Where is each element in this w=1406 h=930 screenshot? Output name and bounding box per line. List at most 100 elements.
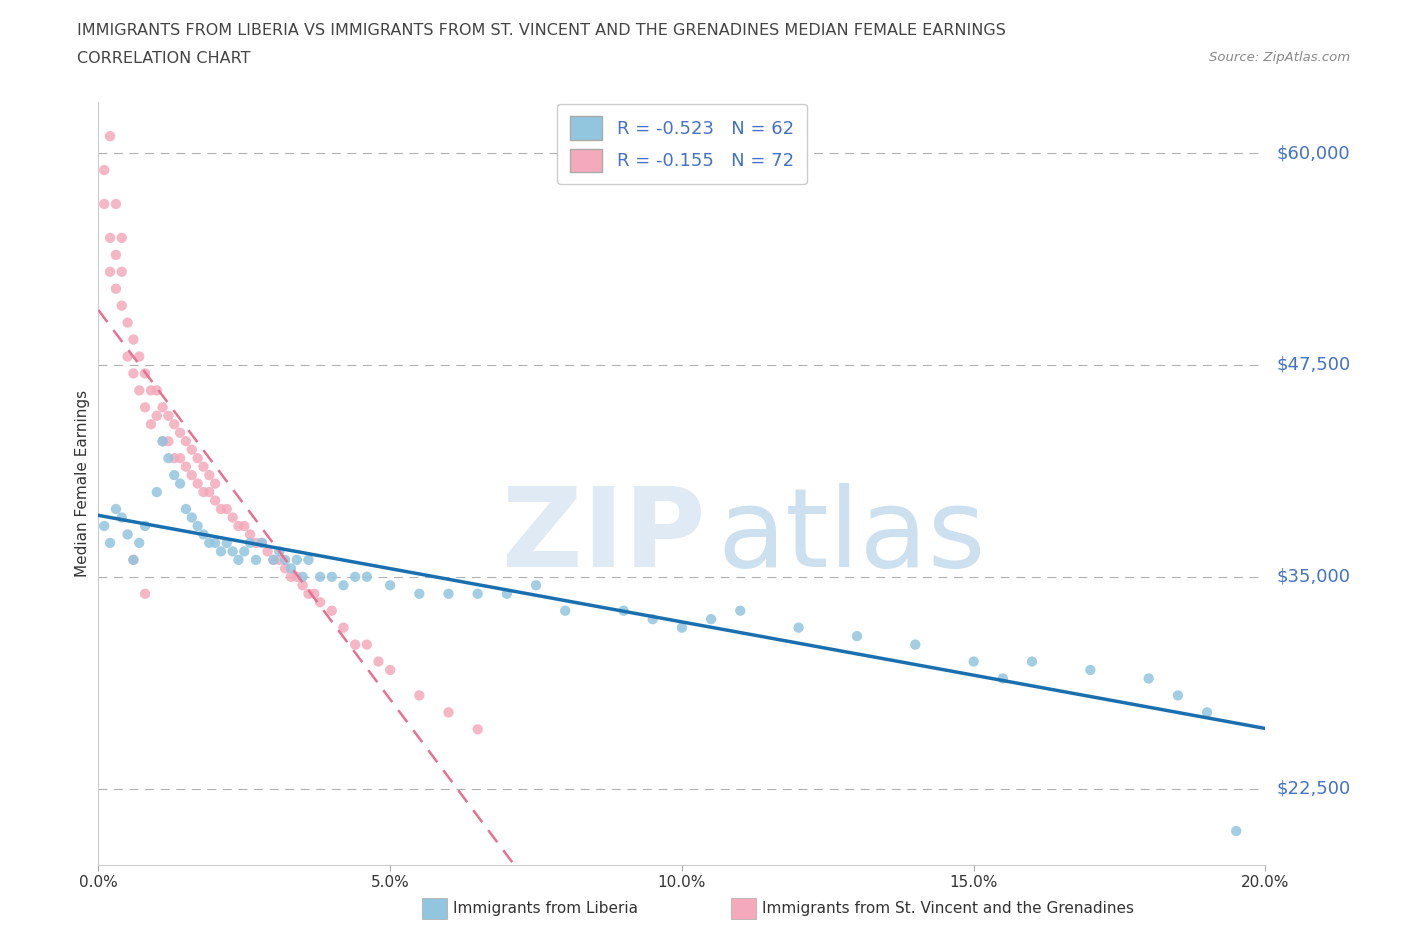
Point	[239, 527, 262, 542]
Point	[93, 196, 115, 211]
Point	[700, 612, 723, 627]
Point	[134, 519, 156, 534]
Point	[269, 544, 291, 559]
Point	[467, 586, 489, 601]
Point	[111, 231, 134, 246]
Point	[408, 586, 430, 601]
Point	[157, 408, 180, 423]
Text: CORRELATION CHART: CORRELATION CHART	[77, 51, 250, 66]
Point	[134, 400, 156, 415]
Point	[111, 510, 134, 525]
Point	[163, 468, 186, 483]
Point	[344, 637, 367, 652]
Point	[554, 604, 576, 618]
Point	[157, 451, 180, 466]
Point	[280, 561, 302, 576]
Point	[612, 604, 634, 618]
Point	[193, 459, 215, 474]
Point	[98, 536, 121, 551]
Point	[198, 468, 221, 483]
Point	[146, 383, 169, 398]
Point	[204, 536, 226, 551]
Point	[228, 552, 250, 567]
Point	[641, 612, 664, 627]
Point	[111, 299, 134, 313]
Point	[93, 519, 115, 534]
Point	[209, 544, 232, 559]
Point	[269, 552, 291, 567]
Point	[274, 561, 297, 576]
Point	[163, 417, 186, 432]
Point	[169, 476, 191, 491]
Text: Immigrants from St. Vincent and the Grenadines: Immigrants from St. Vincent and the Gren…	[762, 901, 1135, 916]
Point	[157, 433, 180, 448]
Point	[262, 552, 284, 567]
Point	[122, 552, 145, 567]
Point	[1080, 662, 1102, 677]
Point	[215, 536, 238, 551]
Point	[437, 586, 460, 601]
Point	[332, 578, 354, 592]
Point	[209, 501, 232, 516]
Point	[1021, 654, 1043, 669]
Point	[93, 163, 115, 178]
Point	[321, 569, 343, 584]
Point	[408, 688, 430, 703]
Point	[128, 383, 150, 398]
Text: $47,500: $47,500	[1277, 356, 1351, 374]
Point	[228, 519, 250, 534]
Point	[297, 586, 319, 601]
Point	[671, 620, 693, 635]
Point	[187, 451, 209, 466]
Point	[122, 366, 145, 381]
Point	[291, 569, 314, 584]
Point	[174, 433, 197, 448]
Point	[321, 604, 343, 618]
Point	[239, 536, 262, 551]
Point	[380, 662, 402, 677]
Point	[309, 569, 332, 584]
Point	[187, 476, 209, 491]
Point	[104, 501, 127, 516]
Point	[904, 637, 927, 652]
Point	[280, 569, 302, 584]
Point	[146, 485, 169, 499]
Point	[169, 451, 191, 466]
Point	[221, 544, 243, 559]
Point	[285, 569, 308, 584]
Point	[1167, 688, 1189, 703]
Point	[730, 604, 752, 618]
Text: ZIP: ZIP	[502, 484, 706, 591]
Text: Source: ZipAtlas.com: Source: ZipAtlas.com	[1209, 51, 1350, 64]
Point	[98, 264, 121, 279]
Point	[245, 552, 267, 567]
Point	[180, 443, 202, 458]
Text: $22,500: $22,500	[1277, 779, 1351, 798]
Point	[245, 536, 267, 551]
Point	[122, 552, 145, 567]
Point	[174, 501, 197, 516]
Point	[380, 578, 402, 592]
Point	[193, 485, 215, 499]
Point	[193, 527, 215, 542]
Point	[1195, 705, 1218, 720]
Point	[250, 536, 273, 551]
Point	[496, 586, 519, 601]
Point	[356, 637, 378, 652]
Point	[104, 196, 127, 211]
Point	[250, 536, 273, 551]
Point	[367, 654, 389, 669]
Point	[152, 433, 174, 448]
Point	[215, 501, 238, 516]
Point	[467, 722, 489, 737]
Point	[122, 332, 145, 347]
Text: IMMIGRANTS FROM LIBERIA VS IMMIGRANTS FROM ST. VINCENT AND THE GRENADINES MEDIAN: IMMIGRANTS FROM LIBERIA VS IMMIGRANTS FR…	[77, 23, 1007, 38]
Point	[256, 544, 278, 559]
Point	[1137, 671, 1160, 686]
Point	[117, 527, 139, 542]
Point	[134, 366, 156, 381]
Point	[198, 485, 221, 499]
Point	[117, 315, 139, 330]
Point	[285, 552, 308, 567]
Point	[204, 493, 226, 508]
